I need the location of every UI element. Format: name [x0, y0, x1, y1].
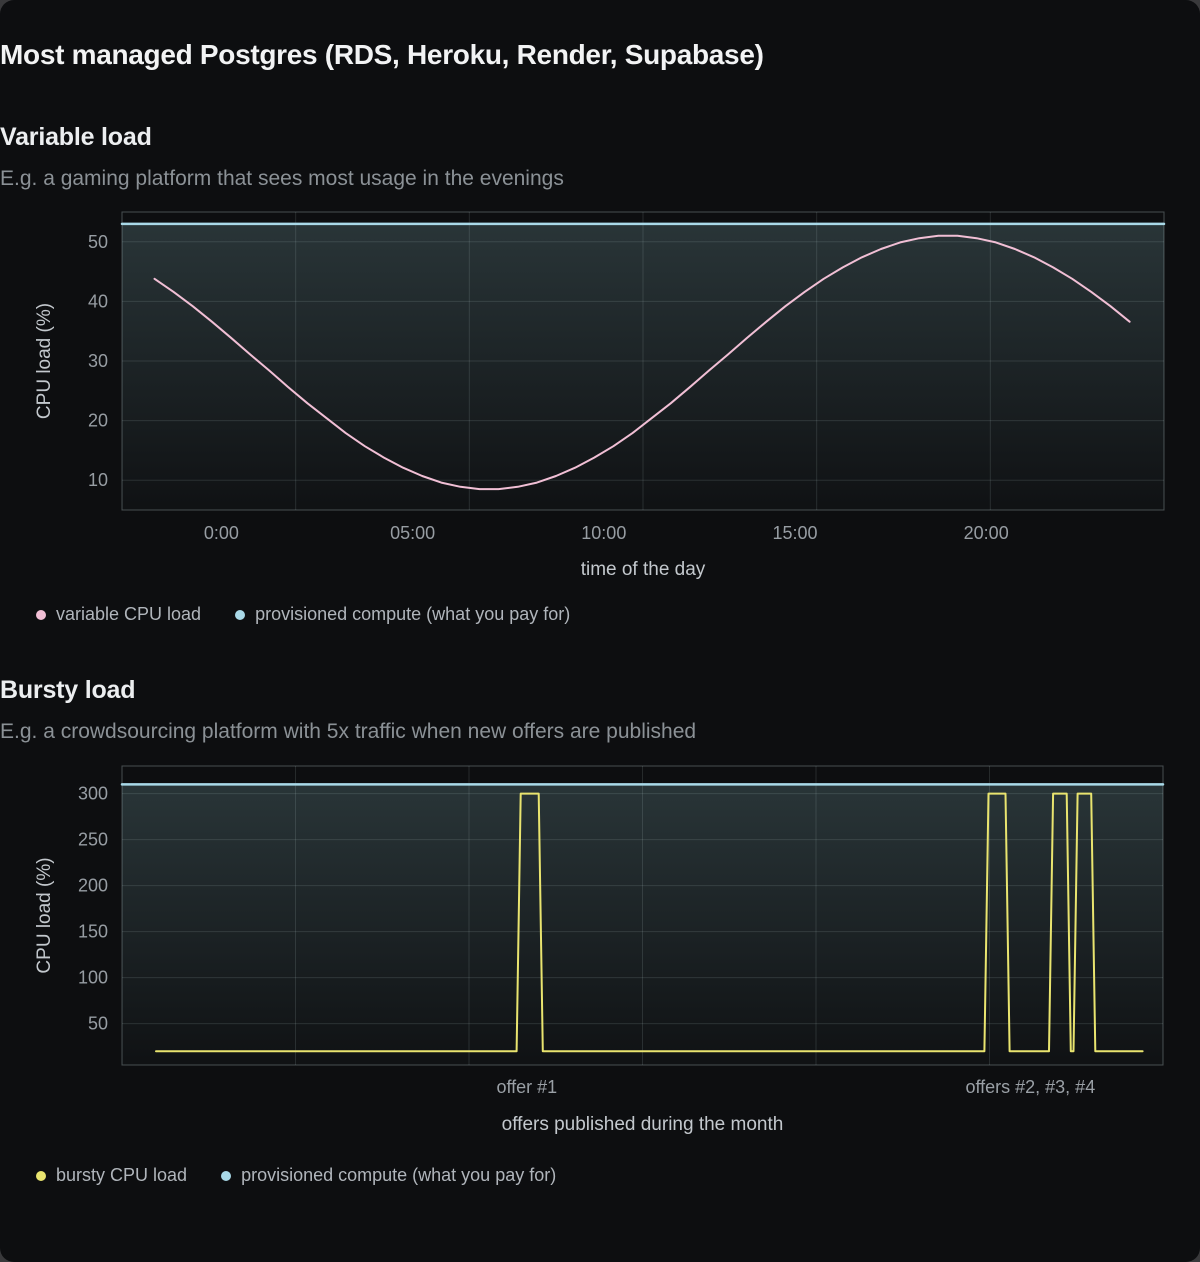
- legend-item-provisioned-compute-2: provisioned compute (what you pay for): [221, 1165, 556, 1186]
- legend-dot-provisioned-compute-icon: [235, 609, 246, 620]
- section-subtitle-bursty-load: E.g. a crowdsourcing platform with 5x tr…: [0, 720, 697, 743]
- x-tick-label: 15:00: [772, 523, 817, 543]
- legend-item-variable-cpu-load: variable CPU load: [36, 604, 201, 625]
- section-heading-bursty-load: Bursty load: [0, 676, 136, 704]
- legend-label-provisioned-compute-2: provisioned compute (what you pay for): [241, 1165, 557, 1185]
- section-subtitle-variable-load: E.g. a gaming platform that sees most us…: [0, 167, 564, 190]
- y-tick-label: 50: [88, 232, 108, 252]
- y-tick-label: 20: [88, 411, 108, 431]
- y-tick-label: 10: [88, 470, 108, 490]
- annotation-label: offer #1: [496, 1077, 557, 1097]
- legend-label-provisioned-compute: provisioned compute (what you pay for): [255, 604, 571, 624]
- x-axis-label: offers published during the month: [502, 1114, 784, 1135]
- plot-border: [121, 211, 1165, 511]
- y-tick-label: 200: [78, 876, 108, 896]
- y-tick-label: 300: [78, 784, 108, 804]
- gridlines: [122, 212, 1164, 510]
- variable-load-legend: variable CPU load provisioned compute (w…: [36, 604, 1164, 625]
- bursty-load-legend: bursty CPU load provisioned compute (wha…: [36, 1165, 1164, 1186]
- x-axis-label: time of the day: [581, 559, 706, 580]
- series-line-variable-cpu-load: [153, 234, 1131, 491]
- legend-dot-provisioned-compute-2-icon: [221, 1170, 232, 1181]
- provisioned-area-fill: [122, 784, 1163, 1065]
- x-tick-label: 0:00: [204, 523, 239, 543]
- y-tick-label: 30: [88, 351, 108, 371]
- gridlines: [122, 766, 1163, 1065]
- legend-label-bursty-cpu-load: bursty CPU load: [56, 1165, 188, 1185]
- series-line-bursty-cpu-load: [155, 792, 1144, 1053]
- y-tick-label: 250: [78, 830, 108, 850]
- legend-label-variable-cpu-load: variable CPU load: [56, 604, 202, 624]
- y-tick-label: 100: [78, 968, 108, 988]
- y-tick-label: 40: [88, 291, 108, 311]
- legend-item-bursty-cpu-load: bursty CPU load: [36, 1165, 187, 1186]
- section-heading-variable-load: Variable load: [0, 123, 152, 151]
- x-tick-label: 20:00: [964, 523, 1009, 543]
- y-tick-label: 50: [88, 1014, 108, 1034]
- bursty-load-section: Bursty load E.g. a crowdsourcing platfor…: [0, 675, 1200, 1186]
- legend-dot-variable-cpu-load-icon: [36, 609, 46, 620]
- plot-border: [121, 765, 1164, 1066]
- variable-load-section: Variable load E.g. a gaming platform tha…: [0, 122, 1200, 625]
- x-tick-label: 05:00: [390, 523, 435, 543]
- variable-load-chart: 10 20 30 40 50 0:00 05:00 10:00 15:00 20:00 time o…: [34, 211, 1166, 580]
- annotation-label: offers #2, #3, #4: [965, 1077, 1095, 1097]
- provisioned-area-fill: [122, 223, 1164, 511]
- y-axis-label: CPU load (%): [34, 857, 55, 973]
- page-title: Most managed Postgres (RDS, Heroku, Rend…: [0, 39, 764, 70]
- legend-dot-bursty-cpu-load-icon: [36, 1170, 46, 1181]
- y-tick-label: 150: [78, 922, 108, 942]
- legend-item-provisioned-compute: provisioned compute (what you pay for): [235, 604, 570, 625]
- x-tick-label: 10:00: [581, 523, 626, 543]
- y-axis-label: CPU load (%): [34, 303, 55, 419]
- bursty-load-chart: 50 100 150 200 250 300 offer #1 offers #2, #3, …: [34, 765, 1165, 1135]
